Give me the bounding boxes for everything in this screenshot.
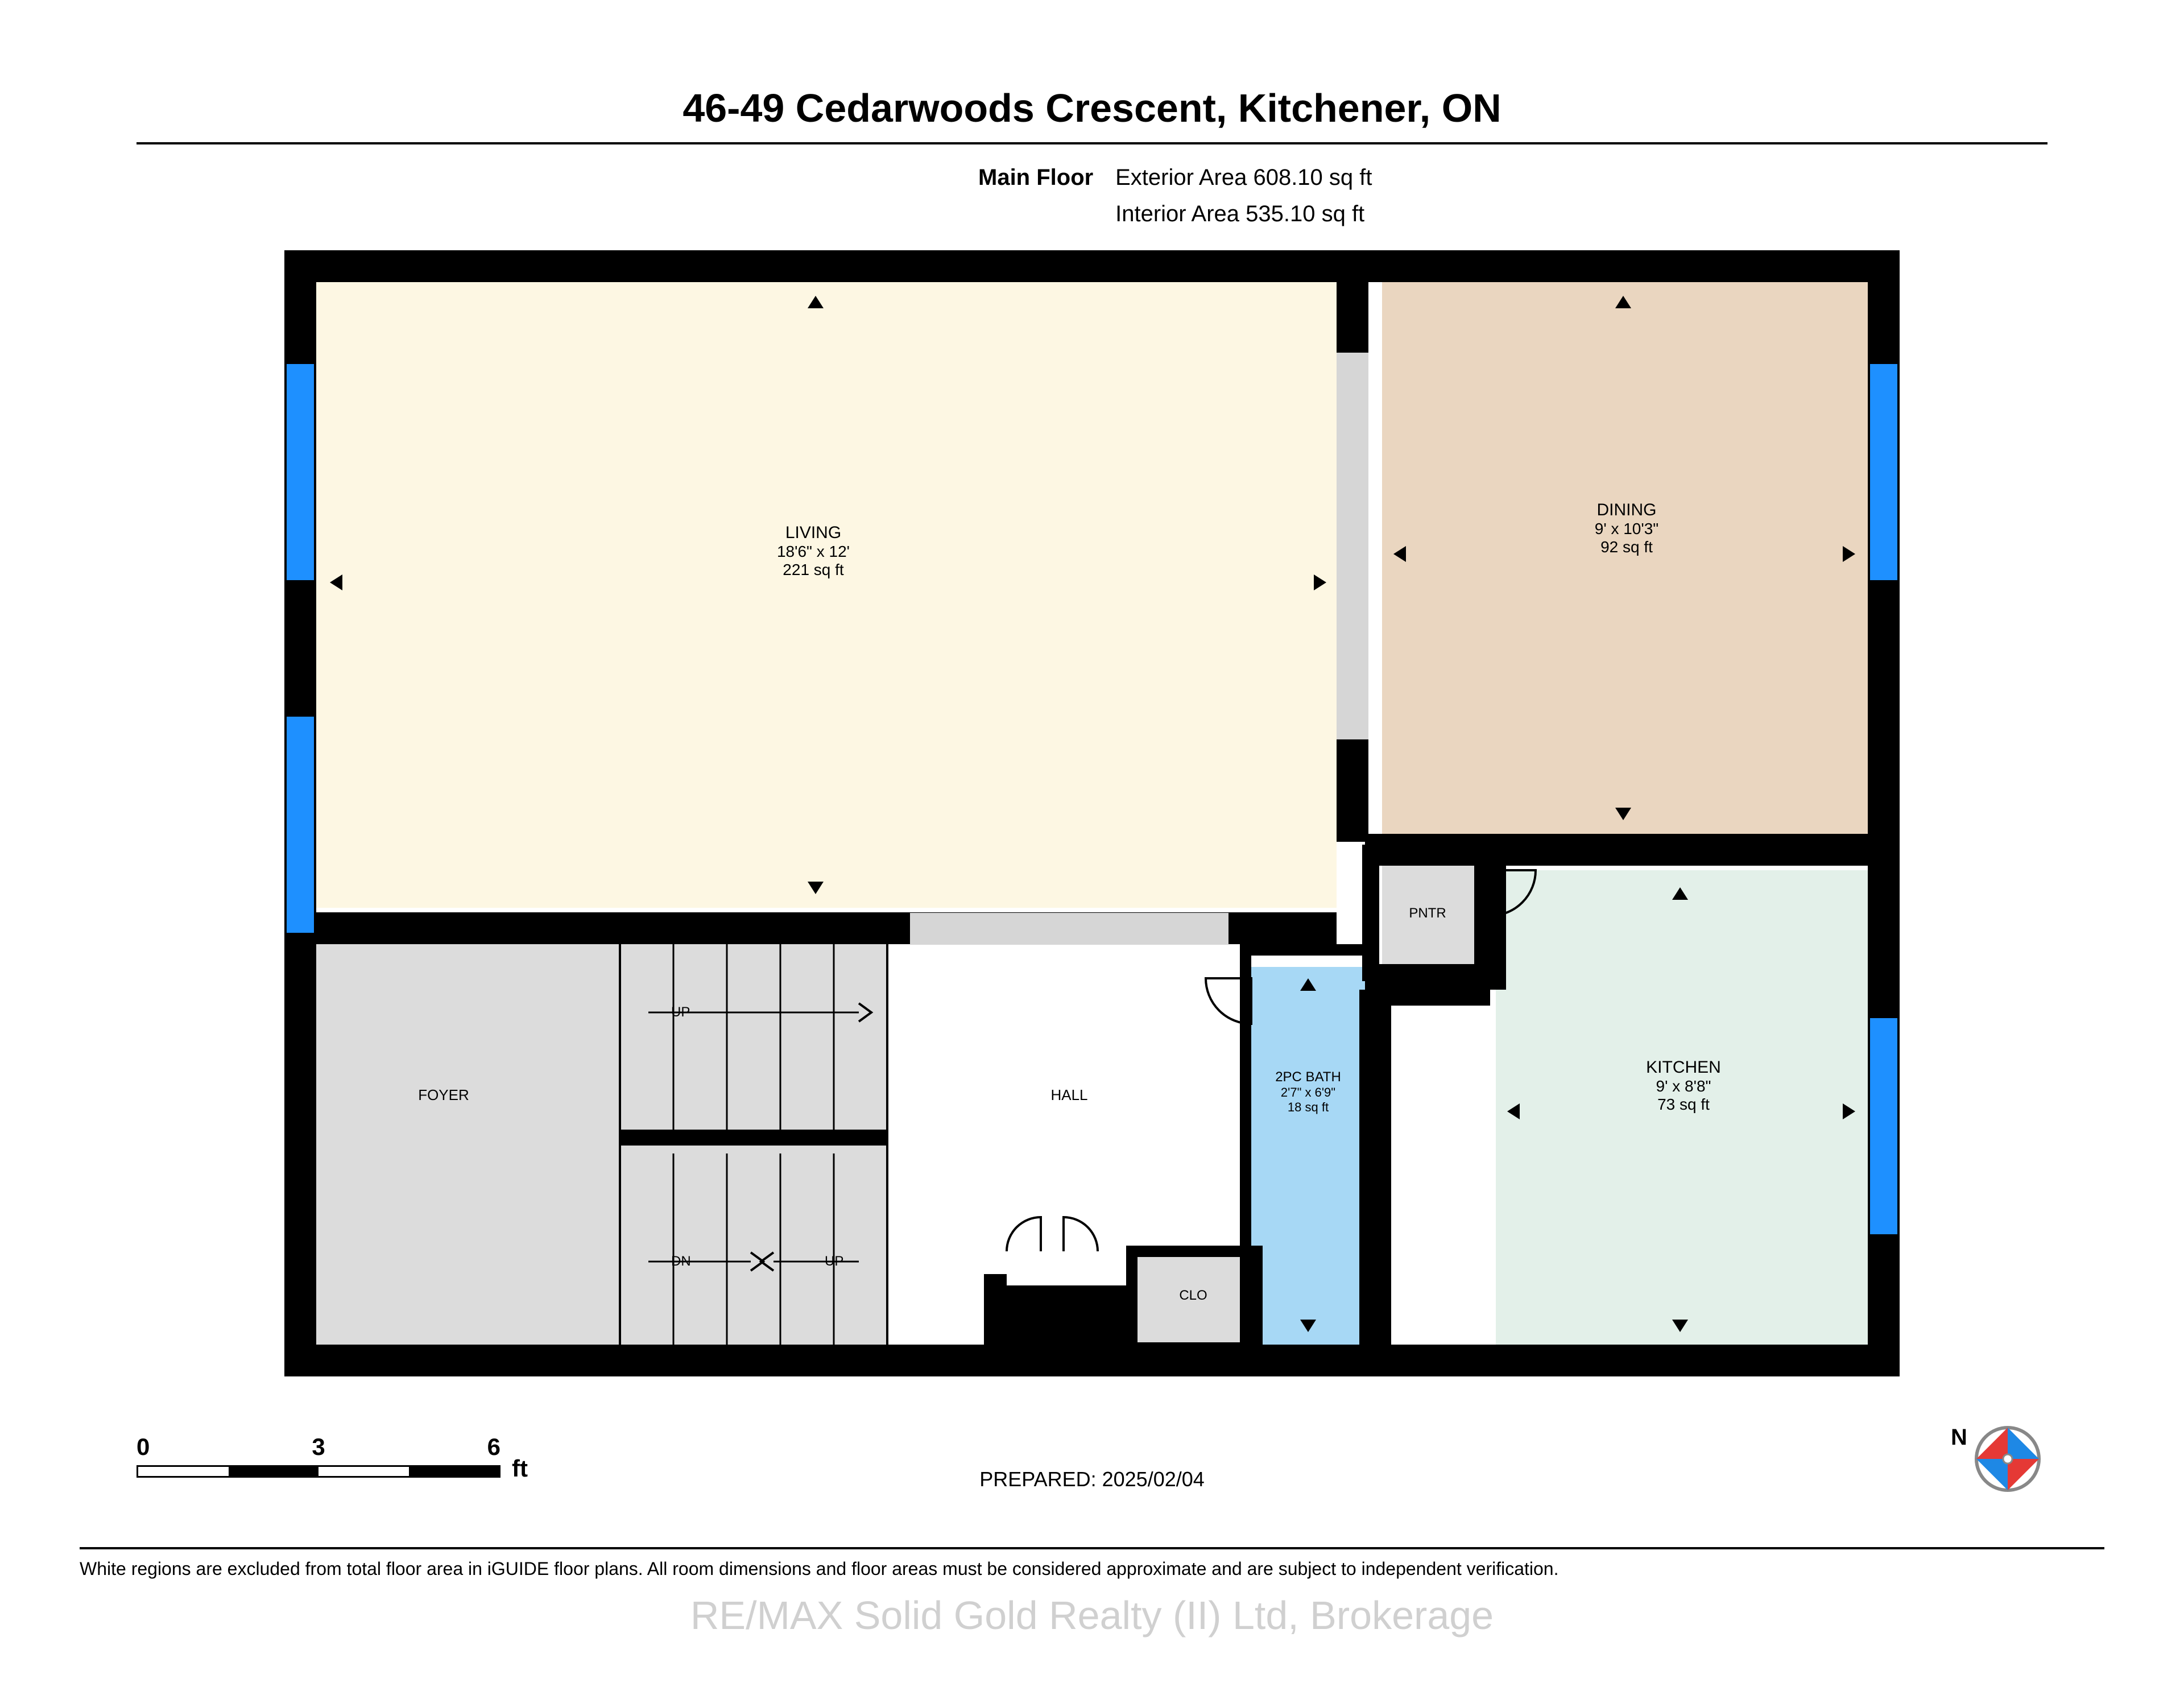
dim-arrow-icon bbox=[808, 296, 824, 308]
pntr-label: PNTR bbox=[1393, 905, 1462, 921]
compass-icon: N bbox=[1951, 1416, 2048, 1502]
dining-label: DINING 9' x 10'3" 92 sq ft bbox=[1570, 501, 1684, 556]
dim-arrow-icon bbox=[1300, 978, 1316, 991]
compass: N bbox=[1951, 1416, 2048, 1504]
watermark-text: RE/MAX Solid Gold Realty (II) Ltd, Broke… bbox=[0, 1593, 2184, 1638]
floor-plan-svg bbox=[284, 250, 1900, 1376]
stair-dn: DN bbox=[671, 1254, 691, 1270]
dim-arrow-icon bbox=[1300, 1320, 1316, 1332]
foyer-label: FOYER bbox=[404, 1086, 483, 1104]
dim-arrow-icon bbox=[1314, 574, 1326, 590]
page: 46-49 Cedarwoods Crescent, Kitchener, ON… bbox=[0, 0, 2184, 1687]
svg-text:N: N bbox=[1951, 1425, 1967, 1450]
floor-label: Main Floor bbox=[978, 159, 1109, 196]
dim-arrow-icon bbox=[1843, 1103, 1855, 1119]
floor-meta: Main Floor Exterior Area 608.10 sq ft In… bbox=[978, 159, 1372, 232]
scale-numbers: 0 3 6 bbox=[136, 1433, 500, 1461]
title-rule bbox=[136, 142, 2048, 144]
meta-row-interior: Interior Area 535.10 sq ft bbox=[978, 196, 1372, 232]
clo-label: CLO bbox=[1165, 1288, 1222, 1304]
dim-arrow-icon bbox=[1507, 1103, 1520, 1119]
exterior-area: Exterior Area 608.10 sq ft bbox=[1115, 165, 1372, 190]
dim-arrow-icon bbox=[1672, 887, 1688, 900]
dim-arrow-icon bbox=[808, 882, 824, 894]
prepared-date: PREPARED: 2025/02/04 bbox=[0, 1467, 2184, 1491]
living-label: LIVING 18'6" x 12' 221 sq ft bbox=[756, 523, 870, 579]
scale-0: 0 bbox=[136, 1433, 150, 1461]
stair-up-2: UP bbox=[825, 1254, 843, 1270]
interior-area: Interior Area 535.10 sq ft bbox=[1115, 201, 1364, 226]
disclaimer-text: White regions are excluded from total fl… bbox=[80, 1558, 2104, 1580]
page-title: 46-49 Cedarwoods Crescent, Kitchener, ON bbox=[0, 85, 2184, 131]
hall-label: HALL bbox=[1035, 1086, 1103, 1104]
scale-3: 3 bbox=[312, 1433, 325, 1461]
dim-arrow-icon bbox=[330, 574, 342, 590]
floor-plan: LIVING 18'6" x 12' 221 sq ft DINING 9' x… bbox=[284, 250, 1900, 1376]
meta-row-exterior: Main Floor Exterior Area 608.10 sq ft bbox=[978, 159, 1372, 196]
scale-6: 6 bbox=[487, 1433, 500, 1461]
dim-arrow-icon bbox=[1615, 296, 1631, 308]
kitchen-label: KITCHEN 9' x 8'8" 73 sq ft bbox=[1627, 1058, 1740, 1114]
dim-arrow-icon bbox=[1672, 1320, 1688, 1332]
dim-arrow-icon bbox=[1843, 546, 1855, 562]
footer-rule bbox=[80, 1547, 2104, 1549]
dim-arrow-icon bbox=[1615, 808, 1631, 820]
stair-up-1: UP bbox=[671, 1004, 690, 1020]
bath-label: 2PC BATH 2'7" x 6'9" 18 sq ft bbox=[1246, 1069, 1371, 1115]
dim-arrow-icon bbox=[1393, 546, 1406, 562]
